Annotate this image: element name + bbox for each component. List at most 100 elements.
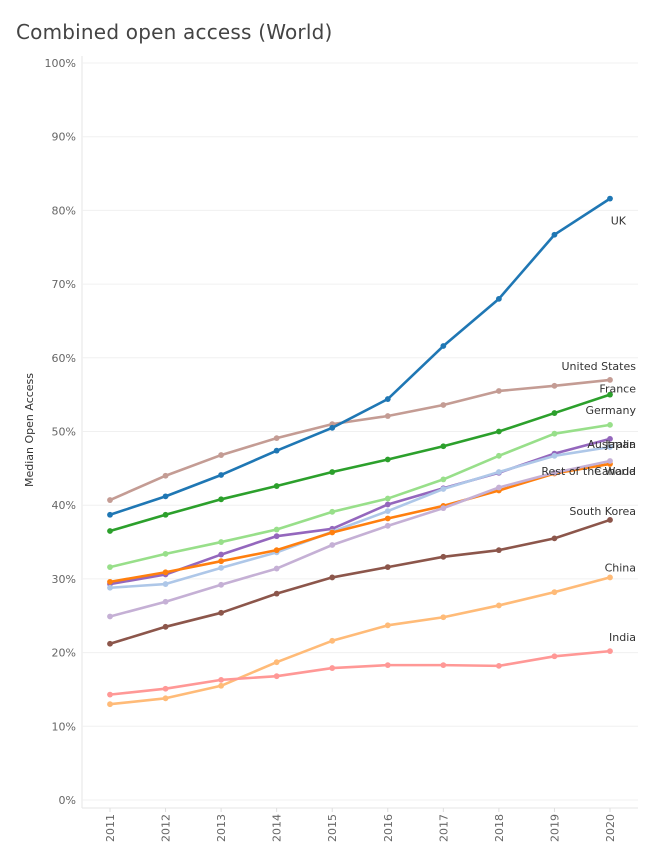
data-point — [384, 456, 391, 463]
data-point — [273, 565, 280, 572]
data-point — [162, 685, 169, 692]
data-point — [551, 589, 558, 596]
x-tick-label: 2013 — [215, 814, 228, 842]
data-point — [495, 452, 502, 459]
data-point — [107, 613, 113, 620]
axis-layer: 0% 10% 20% 30% 40% 50% 60% 70% 80% 90% 100% 2011 201… — [23, 57, 617, 842]
data-point — [218, 609, 225, 616]
data-point — [551, 430, 558, 437]
series-label: India — [609, 631, 636, 644]
data-point — [607, 195, 613, 202]
data-point — [162, 598, 169, 605]
data-point — [495, 295, 502, 302]
series-line — [108, 518, 612, 646]
series-label: United States — [562, 360, 637, 373]
data-point — [607, 517, 613, 523]
grid-layer — [81, 56, 638, 809]
series-line — [108, 576, 612, 706]
data-point — [273, 435, 280, 442]
data-point — [495, 388, 502, 394]
data-point — [495, 662, 502, 669]
series-germany — [107, 421, 613, 571]
data-point — [495, 469, 502, 475]
y-tick-label: 10% — [52, 720, 76, 733]
data-point — [551, 231, 558, 238]
series-line — [108, 423, 612, 569]
data-point — [273, 673, 280, 680]
x-tick-label: 2016 — [382, 814, 395, 842]
data-point — [273, 447, 280, 454]
series-china — [107, 574, 613, 708]
data-point — [495, 428, 502, 435]
y-tick-label: 60% — [52, 352, 76, 365]
data-point — [329, 542, 336, 548]
y-tick-label: 40% — [52, 499, 76, 512]
data-point — [218, 551, 225, 558]
data-point — [551, 410, 558, 416]
data-point — [162, 511, 169, 518]
series-canada — [107, 461, 613, 585]
data-point — [218, 496, 225, 503]
x-tick-label: 2014 — [271, 814, 284, 842]
data-point — [440, 553, 447, 560]
data-point — [384, 495, 391, 502]
series-france — [107, 391, 613, 534]
y-tick-label: 100% — [45, 57, 76, 70]
x-tick-label: 2019 — [548, 814, 561, 842]
data-point — [440, 486, 447, 492]
data-point — [107, 528, 113, 534]
data-point — [384, 564, 391, 571]
data-point — [495, 484, 502, 491]
series-united-states — [107, 377, 613, 503]
data-point — [384, 413, 391, 419]
data-point — [107, 640, 113, 647]
series-line — [108, 459, 612, 618]
data-point — [273, 483, 280, 489]
series-label: Germany — [585, 404, 636, 417]
data-point — [107, 564, 113, 571]
data-point — [440, 476, 447, 483]
series-line — [108, 378, 612, 502]
data-point — [107, 701, 113, 708]
series-line — [108, 445, 612, 590]
data-point — [607, 435, 613, 442]
data-point — [218, 539, 225, 545]
series-label: Canada — [594, 465, 636, 478]
data-point — [162, 623, 169, 630]
series-japan — [107, 435, 613, 587]
label-layer: United States UK France Germany JapanAustral… — [541, 215, 636, 645]
series-label: UK — [611, 215, 627, 228]
data-point — [218, 581, 225, 588]
data-point — [107, 584, 113, 591]
data-point — [162, 695, 169, 702]
data-point — [607, 444, 613, 450]
data-point — [384, 662, 391, 669]
data-point — [384, 622, 391, 629]
series-label: South Korea — [569, 505, 636, 518]
series-line — [108, 393, 612, 533]
data-point — [329, 665, 336, 671]
y-tick-label: 20% — [52, 647, 76, 660]
x-tick-label: 2015 — [326, 814, 339, 842]
data-point — [218, 452, 225, 458]
data-point — [273, 590, 280, 597]
data-point — [107, 511, 113, 518]
x-tick-label: 2018 — [493, 814, 506, 842]
data-point — [218, 472, 225, 478]
data-point — [218, 682, 225, 689]
data-point — [495, 547, 502, 554]
data-point — [384, 508, 391, 514]
chart-title: Combined open access (World) — [16, 20, 333, 44]
data-point — [329, 508, 336, 515]
series-label: China — [605, 561, 636, 574]
data-point — [607, 377, 613, 383]
series-label: Australia — [587, 438, 636, 451]
data-point — [273, 659, 280, 666]
data-point — [329, 574, 336, 581]
series-line — [108, 649, 612, 696]
x-tick-label: 2012 — [160, 814, 173, 842]
y-tick-label: 30% — [52, 573, 76, 586]
series-uk — [107, 195, 613, 518]
series-label: France — [599, 383, 636, 396]
data-point — [218, 558, 225, 565]
